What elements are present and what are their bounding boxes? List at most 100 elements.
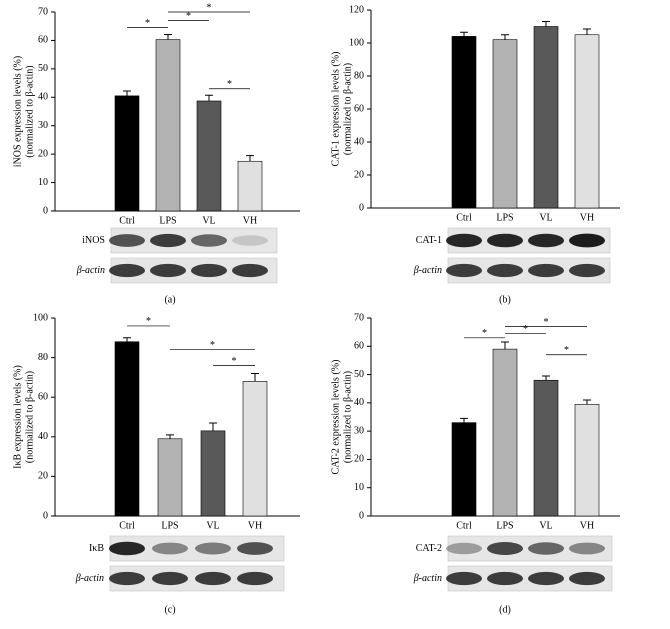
significance-label: * — [210, 340, 215, 351]
error-bar — [164, 33, 172, 40]
blot-band — [109, 541, 145, 556]
blot-label: CAT-1 — [416, 235, 442, 246]
panel-label: (c) — [164, 604, 175, 615]
blot-label: β-actin — [413, 265, 442, 276]
blot-band — [152, 571, 188, 586]
y-tick-label: 20 — [354, 169, 364, 180]
y-tick-label: 0 — [359, 202, 364, 213]
y-tick-label: 50 — [38, 63, 48, 74]
y-tick-label: 60 — [38, 391, 48, 402]
blot-band — [446, 542, 482, 555]
x-tick-label: LPS — [159, 215, 176, 226]
error-bar — [166, 434, 174, 439]
significance-label: * — [207, 2, 212, 13]
blot-band — [109, 263, 145, 278]
y-tick-label: 0 — [359, 510, 364, 521]
bar — [114, 95, 140, 212]
significance-label: * — [186, 11, 191, 22]
panel-label: (a) — [164, 294, 175, 305]
x-tick-label: Ctrl — [456, 212, 472, 223]
error-bar — [542, 375, 550, 381]
x-tick-label: Ctrl — [119, 215, 135, 226]
blot-label: β-actin — [76, 265, 105, 276]
y-axis-label: iNOS expression levels (%) — [12, 56, 23, 167]
y-tick-label: 80 — [38, 352, 48, 363]
bar — [492, 348, 518, 517]
y-tick-label: 20 — [38, 471, 48, 482]
error-bar — [542, 21, 550, 27]
y-tick-label: 30 — [38, 120, 48, 131]
x-tick-label: Ctrl — [119, 520, 135, 531]
bar — [157, 438, 183, 517]
bar — [114, 341, 140, 517]
y-tick-label: 100 — [33, 312, 48, 323]
significance-label: * — [482, 328, 487, 339]
significance-label: * — [564, 345, 569, 356]
y-axis-label: CAT-2 expression levels (%) — [330, 360, 341, 475]
bar — [451, 36, 477, 209]
bar — [200, 430, 226, 517]
y-tick-label: 100 — [349, 37, 364, 48]
blot-band — [446, 233, 482, 248]
blot-band — [528, 263, 564, 278]
error-bar — [205, 94, 213, 101]
bar — [451, 422, 477, 517]
y-axis-label: (normalized to β-actin) — [24, 371, 35, 463]
blot-band — [191, 234, 227, 247]
blot-band — [487, 571, 523, 586]
y-axis-label: (normalized to β-actin) — [342, 63, 353, 155]
blot-label: IκB — [89, 543, 104, 554]
x-tick-label: VH — [580, 520, 594, 531]
significance-label: * — [146, 316, 151, 327]
error-bar — [501, 341, 509, 350]
blot-band — [195, 542, 231, 555]
blot-band — [237, 571, 273, 586]
blot-band — [232, 235, 268, 246]
blot-band — [191, 263, 227, 278]
error-bar — [460, 31, 468, 37]
blot-band — [150, 233, 186, 248]
y-axis-label: (normalized to β-actin) — [342, 371, 353, 463]
x-tick-label: VL — [206, 520, 219, 531]
significance-label: * — [544, 317, 549, 328]
panel-label: (d) — [499, 604, 511, 615]
y-axis-label: CAT-1 expression levels (%) — [330, 52, 341, 167]
blot-band — [569, 263, 605, 278]
y-tick-label: 20 — [354, 454, 364, 465]
x-tick-label: VL — [202, 215, 215, 226]
x-tick-label: VH — [243, 215, 257, 226]
y-axis-label: (normalized to β-actin) — [24, 65, 35, 157]
error-bar — [251, 372, 259, 382]
blot-band — [528, 571, 564, 586]
error-bar — [123, 337, 131, 342]
bar — [533, 379, 559, 517]
bar — [533, 26, 559, 209]
x-tick-label: Ctrl — [456, 520, 472, 531]
blot-band — [195, 571, 231, 586]
blot-band — [569, 571, 605, 586]
y-tick-label: 70 — [354, 312, 364, 323]
blot-label: CAT-2 — [416, 543, 442, 554]
blot-band — [446, 571, 482, 586]
error-bar — [583, 399, 591, 405]
blot-band — [446, 263, 482, 278]
y-tick-label: 60 — [354, 103, 364, 114]
y-tick-label: 20 — [38, 148, 48, 159]
error-bar — [123, 90, 131, 96]
significance-label: * — [145, 18, 150, 29]
bar — [574, 34, 600, 209]
y-tick-label: 80 — [354, 70, 364, 81]
blot-label: iNOS — [82, 235, 105, 246]
y-tick-label: 60 — [354, 341, 364, 352]
error-bar — [501, 34, 509, 40]
y-tick-label: 70 — [38, 6, 48, 17]
error-bar — [209, 422, 217, 431]
blot-band — [528, 542, 564, 555]
panel-label: (b) — [499, 294, 511, 305]
y-tick-label: 120 — [349, 4, 364, 15]
y-tick-label: 10 — [38, 177, 48, 188]
significance-label: * — [523, 324, 528, 335]
blot-band — [528, 233, 564, 248]
blot-band — [487, 263, 523, 278]
